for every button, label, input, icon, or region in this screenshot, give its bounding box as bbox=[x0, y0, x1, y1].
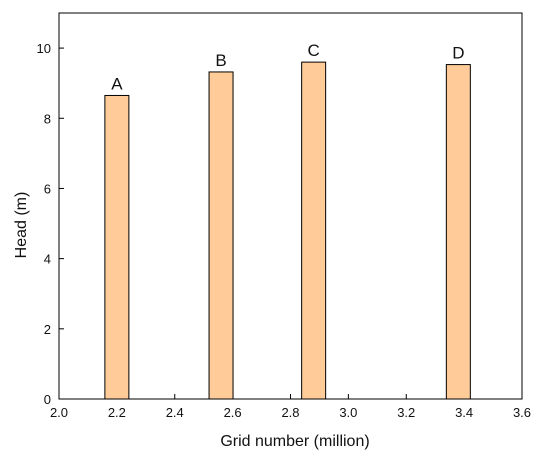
y-axis-ticks: 0 2 4 6 8 10 bbox=[37, 41, 64, 407]
x-tick-label: 3.0 bbox=[339, 405, 357, 420]
bars: A B C D bbox=[104, 41, 471, 400]
bar-label-d: D bbox=[452, 44, 464, 63]
y-axis-title: Head (m) bbox=[13, 192, 30, 259]
x-tick-label: 2.8 bbox=[281, 405, 299, 420]
bar-a bbox=[104, 94, 130, 400]
y-tick-label: 0 bbox=[44, 392, 51, 407]
y-tick-label: 2 bbox=[44, 322, 51, 337]
x-axis-ticks: 2.0 2.2 2.4 2.6 2.8 3.0 3.2 3.4 3.6 bbox=[50, 394, 531, 420]
bar-label-b: B bbox=[215, 51, 226, 70]
bar-label-a: A bbox=[111, 74, 123, 93]
x-tick-label: 3.6 bbox=[513, 405, 531, 420]
x-tick-label: 3.4 bbox=[455, 405, 473, 420]
x-tick-label: 2.6 bbox=[224, 405, 242, 420]
x-tick-label: 2.0 bbox=[50, 405, 68, 420]
bar-d bbox=[445, 64, 471, 400]
bar-label-c: C bbox=[308, 41, 320, 60]
x-axis-title: Grid number (million) bbox=[220, 433, 369, 450]
x-tick-label: 2.2 bbox=[108, 405, 126, 420]
y-tick-label: 4 bbox=[44, 252, 51, 267]
y-tick-label: 8 bbox=[44, 111, 51, 126]
x-tick-label: 3.2 bbox=[397, 405, 415, 420]
y-tick-label: 10 bbox=[37, 41, 51, 56]
bar-c bbox=[301, 61, 327, 400]
y-tick-label: 6 bbox=[44, 181, 51, 196]
bar-b bbox=[208, 71, 234, 400]
x-tick-label: 2.4 bbox=[166, 405, 184, 420]
